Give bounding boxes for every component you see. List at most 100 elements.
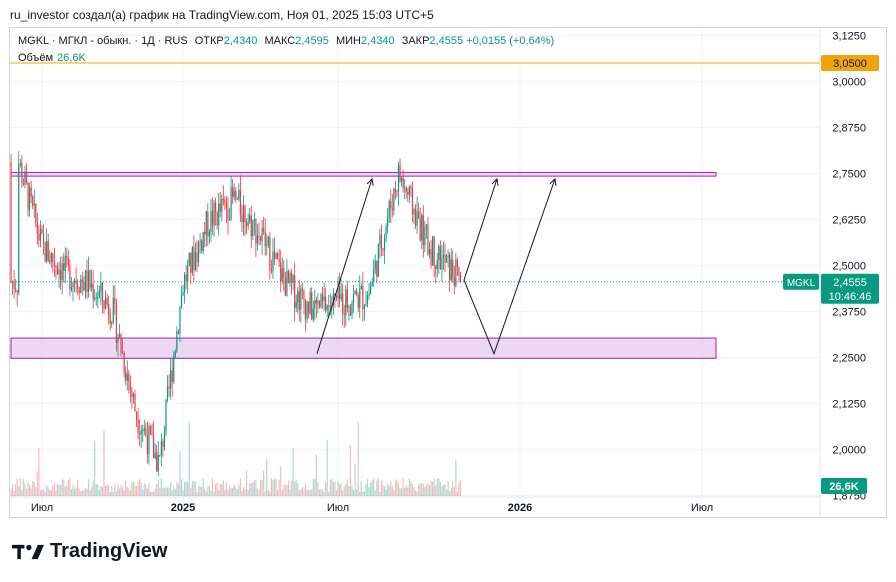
volume-bar (405, 484, 407, 496)
tradingview-brand[interactable]: TradingView (12, 540, 167, 563)
volume-bar (66, 486, 68, 496)
path-forecast-down-up[interactable] (463, 178, 556, 356)
candle-body (111, 321, 113, 324)
volume-bar (244, 488, 246, 496)
volume-bar (267, 489, 269, 496)
candle-body (157, 454, 159, 472)
candle-body (101, 282, 104, 301)
volume-bar (292, 447, 294, 496)
volume-bar (278, 479, 280, 496)
volume-bar (128, 488, 130, 496)
volume-bar (91, 487, 93, 496)
candle-body (458, 267, 460, 275)
volume-bar (314, 478, 316, 496)
grid-lines (10, 28, 820, 516)
candle-body (447, 254, 449, 258)
candle-body (140, 430, 142, 435)
volume-bar (357, 421, 359, 496)
candle-body (146, 435, 148, 455)
volume-bar (402, 478, 404, 496)
volume-bar (75, 486, 77, 496)
volume-bar (21, 489, 23, 496)
volume-bar (159, 487, 161, 496)
volume-bar (439, 482, 441, 496)
volume-bar (122, 487, 124, 496)
close-value: 2,4555 (429, 35, 464, 47)
volume-bar (247, 489, 249, 496)
candle-body (187, 265, 189, 281)
candle-body (118, 334, 121, 338)
volume-bar (60, 485, 62, 496)
volume-bar (176, 482, 178, 496)
volume-bar (205, 491, 207, 496)
candle-body (284, 277, 286, 296)
volume-bar (303, 488, 305, 496)
candle-body (196, 252, 198, 263)
candle-body (352, 293, 355, 304)
symbol-label: MGKL · МГКЛ - обыкн. · 1Д · RUS (18, 35, 188, 47)
volume-bar (408, 478, 410, 496)
zone-support[interactable] (10, 337, 717, 359)
candle-body (185, 274, 187, 281)
candle-body (125, 372, 127, 381)
candle-body (438, 246, 440, 261)
candle-body (377, 244, 379, 278)
volume-bar (239, 478, 241, 496)
candle-body (30, 187, 32, 197)
candle-body (259, 236, 262, 242)
volume-bar (326, 440, 328, 496)
candle-body (391, 208, 393, 211)
volume-bar (442, 484, 445, 496)
time-tick-label: 2025 (171, 502, 195, 514)
candle-body (416, 211, 418, 226)
candle-body (46, 241, 48, 262)
chart-frame (9, 27, 887, 518)
candle-body (424, 227, 426, 246)
candle-body (61, 263, 63, 280)
price-tick-label: 2,2500 (832, 352, 866, 364)
volume-bar (210, 490, 212, 496)
path-past-swing[interactable] (316, 178, 373, 354)
candle-body (47, 241, 49, 262)
volume-bar (18, 486, 20, 496)
volume-bar (73, 488, 76, 496)
volume-bar (308, 489, 310, 496)
zone-resistance[interactable] (10, 171, 717, 177)
volume-bar (342, 490, 344, 496)
candle-body (154, 452, 156, 458)
candle-body (348, 306, 350, 308)
candle-body (170, 370, 172, 389)
candle-body (317, 301, 319, 304)
volume-bar (435, 485, 437, 496)
volume-bar (213, 491, 215, 496)
tradingview-logo-icon (12, 544, 44, 559)
volume-bar (312, 478, 314, 496)
candle-body (414, 208, 417, 226)
volume-bar (196, 491, 198, 496)
volume-bar (449, 491, 451, 496)
price-tags: 3,0500 MGKL 2,4555 10:46:46 26,6K (783, 54, 879, 494)
volume-bar (103, 430, 105, 496)
volume-bar (283, 485, 285, 496)
candle-body (292, 275, 294, 284)
volume-bar (81, 490, 83, 496)
volume-bar (456, 491, 458, 496)
volume-bar (329, 479, 331, 496)
candle-body (75, 280, 77, 285)
volume-bar (311, 489, 313, 496)
candle-body (222, 198, 224, 200)
candle-body (349, 306, 352, 316)
candle-body (134, 393, 136, 412)
path-forecast-up[interactable] (463, 178, 498, 281)
candle-body (359, 288, 361, 308)
candle-body (190, 252, 192, 273)
volume-bar (445, 489, 448, 496)
volume-bar (298, 490, 300, 496)
volume-bar (280, 466, 282, 496)
volume-bar (131, 482, 133, 496)
volume-bar (148, 483, 150, 496)
candle-body (160, 441, 162, 456)
volume-bar (332, 481, 334, 496)
volume-bar (290, 480, 293, 496)
